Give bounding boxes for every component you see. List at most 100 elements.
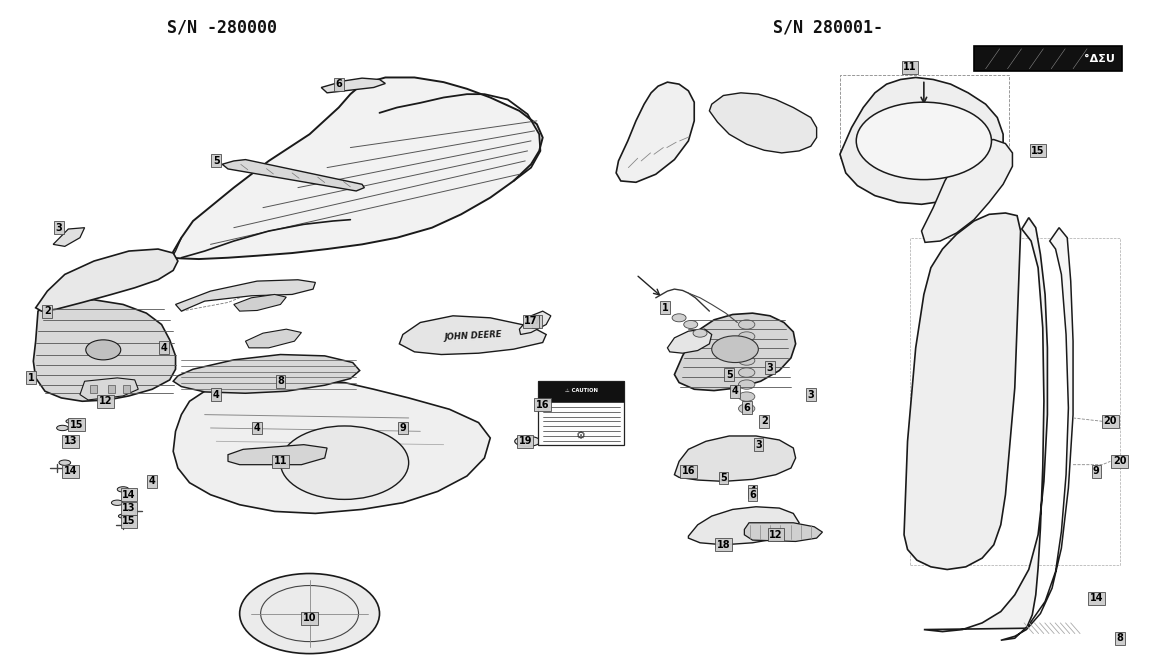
- Polygon shape: [668, 329, 712, 353]
- Polygon shape: [81, 378, 138, 400]
- Text: 8: 8: [1117, 634, 1123, 644]
- Text: 6: 6: [335, 79, 342, 89]
- Text: 16: 16: [536, 399, 550, 409]
- Polygon shape: [228, 445, 327, 465]
- Text: 3: 3: [755, 440, 762, 450]
- Ellipse shape: [57, 425, 69, 431]
- Ellipse shape: [60, 460, 71, 466]
- Ellipse shape: [118, 514, 127, 518]
- Text: 13: 13: [64, 436, 77, 446]
- Text: 14: 14: [64, 466, 77, 476]
- Text: 10: 10: [302, 613, 316, 624]
- Circle shape: [739, 380, 755, 389]
- Circle shape: [739, 332, 755, 341]
- Bar: [91, 385, 97, 393]
- Polygon shape: [922, 140, 1013, 242]
- Text: 16: 16: [682, 466, 696, 476]
- Ellipse shape: [117, 487, 128, 492]
- Bar: [107, 385, 114, 393]
- Text: 9: 9: [1093, 466, 1099, 476]
- Text: 11: 11: [274, 456, 287, 466]
- Text: 15: 15: [123, 516, 135, 527]
- Polygon shape: [840, 78, 1004, 204]
- Text: 2: 2: [761, 416, 768, 426]
- Text: 4: 4: [732, 386, 739, 396]
- Polygon shape: [321, 78, 385, 93]
- Text: 20: 20: [1113, 456, 1126, 466]
- Text: 4: 4: [253, 423, 260, 433]
- Text: °ΔΣU: °ΔΣU: [1084, 54, 1114, 64]
- Polygon shape: [173, 380, 490, 513]
- Text: 5: 5: [720, 473, 727, 483]
- Text: 19: 19: [518, 436, 532, 446]
- Polygon shape: [34, 300, 175, 401]
- Circle shape: [693, 329, 707, 337]
- Text: ⚙: ⚙: [576, 431, 586, 441]
- Polygon shape: [173, 355, 359, 393]
- Circle shape: [712, 336, 759, 363]
- Text: 6: 6: [749, 490, 756, 500]
- Circle shape: [684, 320, 698, 328]
- Polygon shape: [36, 249, 177, 311]
- Text: JOHN DEERE: JOHN DEERE: [443, 330, 502, 342]
- Text: ⚠ CAUTION: ⚠ CAUTION: [565, 388, 598, 393]
- Polygon shape: [245, 329, 301, 348]
- Text: 15: 15: [1032, 146, 1044, 156]
- Polygon shape: [233, 294, 286, 311]
- Ellipse shape: [111, 500, 123, 505]
- Circle shape: [739, 404, 755, 413]
- Polygon shape: [519, 311, 551, 334]
- Circle shape: [739, 344, 755, 353]
- Polygon shape: [169, 78, 543, 259]
- FancyBboxPatch shape: [538, 381, 624, 402]
- Polygon shape: [710, 93, 817, 153]
- Text: 1: 1: [662, 303, 669, 313]
- Text: 12: 12: [769, 530, 783, 540]
- Text: 3: 3: [767, 363, 774, 373]
- Polygon shape: [399, 316, 546, 355]
- Text: 2: 2: [44, 306, 50, 316]
- Text: 4: 4: [749, 486, 756, 496]
- Ellipse shape: [515, 436, 540, 446]
- Text: 3: 3: [56, 223, 62, 233]
- Polygon shape: [689, 506, 799, 545]
- Circle shape: [672, 314, 686, 322]
- Polygon shape: [675, 313, 796, 391]
- Text: 5: 5: [726, 369, 733, 379]
- Circle shape: [739, 320, 755, 329]
- Ellipse shape: [67, 419, 76, 423]
- Text: S/N 280001-: S/N 280001-: [774, 19, 883, 36]
- Text: 12: 12: [99, 396, 112, 406]
- Text: 4: 4: [212, 389, 219, 399]
- Text: 11: 11: [903, 62, 916, 72]
- FancyBboxPatch shape: [974, 46, 1121, 72]
- Polygon shape: [904, 213, 1021, 569]
- Circle shape: [739, 368, 755, 377]
- Text: 9: 9: [399, 423, 406, 433]
- Text: 13: 13: [123, 503, 135, 513]
- Circle shape: [739, 392, 755, 401]
- Text: 14: 14: [1090, 593, 1103, 603]
- Polygon shape: [924, 217, 1048, 632]
- Circle shape: [239, 573, 379, 654]
- Circle shape: [280, 426, 408, 499]
- Text: 18: 18: [717, 540, 731, 550]
- Text: 4: 4: [161, 343, 167, 353]
- Text: 6: 6: [743, 403, 750, 413]
- Bar: [123, 385, 130, 393]
- Text: 8: 8: [277, 376, 284, 386]
- FancyBboxPatch shape: [538, 381, 624, 446]
- Polygon shape: [675, 436, 796, 482]
- Circle shape: [739, 356, 755, 365]
- Circle shape: [857, 102, 992, 179]
- Circle shape: [86, 340, 120, 360]
- Polygon shape: [222, 160, 364, 191]
- Text: 3: 3: [808, 389, 815, 399]
- Text: 14: 14: [123, 490, 135, 500]
- Text: 1: 1: [28, 373, 34, 383]
- Text: 4: 4: [149, 476, 155, 486]
- Polygon shape: [54, 227, 85, 246]
- Polygon shape: [175, 280, 315, 311]
- Text: 7: 7: [533, 316, 540, 326]
- Text: 5: 5: [212, 156, 219, 166]
